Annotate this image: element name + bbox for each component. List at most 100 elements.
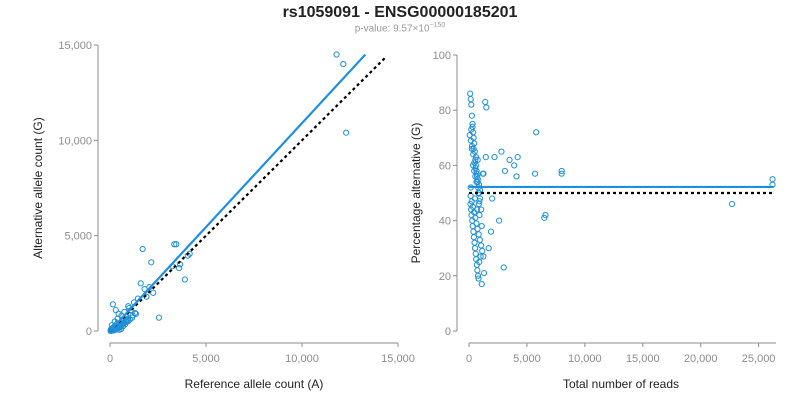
right-data-point bbox=[472, 214, 479, 221]
right-data-point bbox=[478, 280, 485, 288]
left-x-tick-label: 5,000 bbox=[192, 353, 220, 365]
left-data-point bbox=[112, 306, 119, 314]
left-x-tick-label: 15,000 bbox=[381, 353, 415, 365]
right-data-point bbox=[475, 231, 482, 238]
right-data-point bbox=[475, 200, 482, 208]
right-data-point bbox=[514, 154, 521, 161]
right-data-point bbox=[477, 253, 484, 260]
chart-title: rs1059091 - ENSG00000185201 bbox=[282, 4, 518, 21]
left-data-point bbox=[155, 314, 163, 321]
left-data-point bbox=[139, 245, 146, 253]
right-data-point bbox=[467, 96, 474, 103]
right-data-point bbox=[469, 123, 476, 130]
right-x-tick-label: 0 bbox=[466, 353, 472, 365]
right-data-point bbox=[558, 170, 565, 177]
right-y-tick-label: 100 bbox=[433, 50, 451, 62]
pvalue-prefix: p-value: 9.57×10 bbox=[354, 23, 430, 35]
right-data-point bbox=[483, 104, 490, 111]
right-data-point bbox=[468, 101, 475, 108]
right-data-point bbox=[482, 98, 489, 106]
left-data-point bbox=[131, 309, 139, 317]
right-data-point bbox=[531, 170, 539, 177]
left-scatter-panel: 0 5,000 10,000 15,000 0 5,000 10,000 15,000 Re… bbox=[31, 40, 415, 391]
left-y-tick-label: 15,000 bbox=[58, 40, 92, 52]
left-data-point bbox=[125, 317, 132, 325]
right-data-point bbox=[469, 162, 477, 169]
left-reference-line bbox=[109, 55, 388, 332]
right-data-point bbox=[474, 156, 481, 163]
right-y-axis-label: Percentage alternative (G) bbox=[409, 123, 423, 264]
right-x-tick-label: 5,000 bbox=[513, 353, 541, 365]
right-data-point bbox=[511, 162, 518, 169]
left-data-point bbox=[176, 264, 183, 272]
right-data-point bbox=[471, 167, 478, 175]
right-data-point bbox=[485, 245, 492, 252]
right-data-point bbox=[470, 234, 477, 241]
right-data-point bbox=[480, 269, 488, 277]
right-data-point bbox=[477, 242, 485, 249]
right-data-point bbox=[474, 272, 482, 279]
right-data-point bbox=[471, 195, 478, 202]
right-data-point bbox=[487, 228, 495, 235]
left-y-tick-label: 5,000 bbox=[64, 231, 92, 243]
right-data-point bbox=[542, 211, 549, 219]
right-data-point bbox=[468, 112, 475, 119]
left-y-tick-label: 10,000 bbox=[58, 135, 92, 147]
left-x-tick-label: 10,000 bbox=[285, 353, 319, 365]
right-y-tick-label: 40 bbox=[439, 216, 451, 228]
right-data-point bbox=[473, 178, 480, 186]
right-data-point bbox=[478, 223, 485, 230]
right-x-tick-label: 10,000 bbox=[568, 353, 602, 365]
right-data-point bbox=[533, 129, 540, 136]
right-data-point bbox=[769, 176, 776, 183]
right-data-point bbox=[470, 145, 477, 152]
right-data-point bbox=[506, 156, 513, 163]
left-y-tick-label: 0 bbox=[86, 326, 92, 338]
left-data-point bbox=[343, 129, 350, 136]
right-x-axis-label: Total number of reads bbox=[563, 377, 679, 391]
right-data-point bbox=[468, 126, 475, 133]
left-x-tick-label: 0 bbox=[107, 353, 113, 365]
left-data-point bbox=[150, 289, 157, 296]
pvalue-exponent: −150 bbox=[429, 22, 446, 29]
left-data-point bbox=[333, 51, 340, 58]
right-data-point bbox=[467, 90, 474, 97]
right-data-point bbox=[500, 264, 507, 271]
right-scatter-panel: 0 20 40 60 80 100 0 5,000 10,000 15,000 20,000 25,… bbox=[409, 50, 776, 391]
right-data-point bbox=[479, 247, 486, 255]
right-x-tick-label: 15,000 bbox=[626, 353, 660, 365]
left-data-point bbox=[137, 280, 144, 287]
right-y-tick-label: 80 bbox=[439, 105, 451, 117]
right-data-point bbox=[472, 173, 479, 180]
right-data-point bbox=[491, 154, 498, 161]
right-data-point bbox=[480, 170, 487, 177]
left-fit-line bbox=[109, 53, 367, 332]
left-data-point bbox=[132, 310, 140, 317]
left-x-axis-label: Reference allele count (A) bbox=[185, 377, 324, 391]
right-data-point bbox=[496, 217, 503, 224]
left-data-point bbox=[340, 60, 347, 68]
right-data-point bbox=[476, 258, 483, 266]
right-data-point bbox=[472, 250, 479, 257]
pvalue-subtitle: p-value: 9.57×10−150 bbox=[0, 22, 800, 34]
right-data-point bbox=[466, 131, 473, 139]
right-data-point bbox=[468, 145, 475, 152]
right-data-point bbox=[473, 220, 480, 227]
right-data-point bbox=[475, 275, 482, 282]
left-data-point bbox=[119, 323, 126, 330]
right-data-point bbox=[482, 154, 489, 161]
left-data-point bbox=[148, 259, 155, 266]
right-data-point bbox=[480, 253, 487, 260]
right-data-point bbox=[476, 198, 483, 205]
right-data-point bbox=[489, 195, 496, 202]
right-data-point bbox=[513, 173, 520, 180]
right-x-tick-label: 25,000 bbox=[742, 353, 776, 365]
right-data-point bbox=[478, 206, 485, 213]
right-data-point bbox=[471, 239, 478, 246]
right-y-tick-label: 20 bbox=[439, 271, 451, 283]
right-data-point bbox=[476, 236, 483, 244]
right-data-point bbox=[476, 211, 483, 219]
right-data-point bbox=[469, 120, 476, 128]
